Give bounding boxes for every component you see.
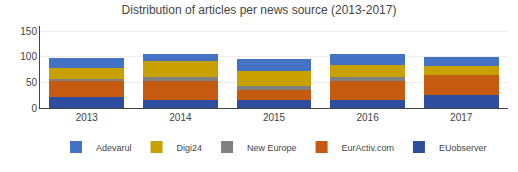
svg-text:Adevarul: Adevarul (96, 143, 132, 153)
svg-text:100: 100 (20, 51, 37, 62)
svg-text:2013: 2013 (76, 112, 99, 123)
svg-text:2016: 2016 (356, 112, 379, 123)
svg-text:50: 50 (26, 77, 38, 88)
svg-text:0: 0 (31, 103, 37, 114)
svg-text:New Europe: New Europe (247, 143, 297, 153)
svg-text:EUobserver: EUobserver (439, 143, 487, 153)
svg-text:EurActiv.com: EurActiv.com (342, 143, 394, 153)
svg-text:2014: 2014 (169, 112, 192, 123)
svg-text:150: 150 (20, 26, 37, 37)
svg-text:Distribution of articles per n: Distribution of articles per news source… (122, 3, 397, 17)
svg-text:2017: 2017 (450, 112, 473, 123)
svg-text:2015: 2015 (263, 112, 286, 123)
svg-text:Digi24: Digi24 (177, 143, 203, 153)
